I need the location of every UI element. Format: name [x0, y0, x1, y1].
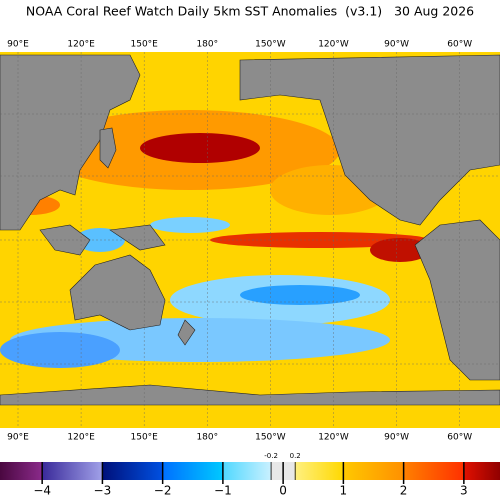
lon-label: 60°W — [447, 40, 472, 50]
colorbar — [0, 462, 500, 480]
colorbar-minor-label: -0.2 — [264, 452, 278, 460]
lon-label: 120°E — [67, 433, 95, 443]
lon-label: 180° — [196, 40, 218, 50]
lon-label: 90°E — [7, 40, 29, 50]
land — [99, 127, 117, 169]
colorbar-label: −1 — [214, 484, 232, 498]
anomaly — [140, 133, 260, 163]
lon-label: 90°E — [7, 433, 29, 443]
lon-label: 150°E — [131, 40, 159, 50]
colorbar-label: 1 — [340, 484, 348, 498]
land — [177, 319, 196, 346]
land — [414, 219, 500, 381]
land — [0, 384, 500, 406]
colorbar-label: −4 — [33, 484, 51, 498]
anomaly — [370, 238, 430, 262]
land — [239, 54, 500, 226]
colorbar-label: 2 — [400, 484, 408, 498]
colorbar-label: 3 — [460, 484, 468, 498]
colorbar-label: −3 — [94, 484, 112, 498]
lon-label: 120°W — [318, 433, 349, 443]
lon-label: 120°W — [318, 40, 349, 50]
title: NOAA Coral Reef Watch Daily 5km SST Anom… — [26, 4, 474, 19]
colorbar-label: −2 — [154, 484, 172, 498]
colorbar-label: 0 — [279, 484, 287, 498]
land — [109, 224, 166, 251]
anomaly — [240, 285, 360, 305]
lon-label: 90°W — [384, 433, 409, 443]
lon-label: 150°W — [255, 433, 286, 443]
lon-label: 150°W — [255, 40, 286, 50]
lon-label: 90°W — [384, 40, 409, 50]
anomaly — [0, 332, 120, 368]
land — [69, 254, 166, 331]
land — [0, 54, 141, 231]
anomaly — [150, 217, 230, 233]
colorbar-minor-label: 0.2 — [290, 452, 301, 460]
lon-label: 60°W — [447, 433, 472, 443]
map — [0, 52, 500, 428]
lon-label: 120°E — [67, 40, 95, 50]
lon-label: 180° — [196, 433, 218, 443]
lon-label: 150°E — [131, 433, 159, 443]
